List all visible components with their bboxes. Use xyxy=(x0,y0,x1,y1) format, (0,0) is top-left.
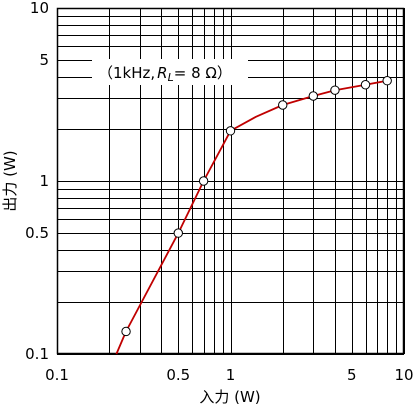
data-point xyxy=(225,126,236,136)
y-tick-label: 5 xyxy=(39,51,49,69)
data-point xyxy=(382,75,392,86)
data-point xyxy=(121,326,131,337)
tick-labels: 0.1 0.5 1 5 10 0.1 0.5 1 5 10 xyxy=(25,0,413,384)
data-point xyxy=(278,100,288,110)
y-tick-label: 0.5 xyxy=(25,224,49,242)
data-point xyxy=(173,228,183,238)
y-tick-label: 0.1 xyxy=(25,345,49,363)
x-axis-title: 入力 (W) xyxy=(199,388,260,406)
annotation-r: R xyxy=(157,64,167,82)
annotation-rest: = 8 Ω） xyxy=(174,64,232,82)
data-point xyxy=(360,80,371,90)
x-tick-label: 0.5 xyxy=(166,366,190,384)
x-tick-label: 1 xyxy=(226,366,236,384)
series xyxy=(115,75,392,355)
data-point xyxy=(198,176,209,186)
y-tick-label: 10 xyxy=(30,0,49,17)
x-tick-label: 5 xyxy=(347,366,357,384)
annotation-open: （1kHz, xyxy=(98,64,155,82)
x-tick-label: 0.1 xyxy=(45,366,69,384)
annotation-background xyxy=(92,59,248,85)
series-line xyxy=(115,79,388,355)
x-tick-label: 10 xyxy=(394,366,413,384)
y-axis-title: 出力 (W) xyxy=(1,150,19,211)
annotation: （1kHz, RL= 8 Ω） xyxy=(98,64,232,84)
svg-text:（1kHz,RL= 8 Ω）: （1kHz, RL= 8 Ω） xyxy=(98,64,232,84)
annotation-sub: L xyxy=(168,71,174,84)
y-tick-label: 1 xyxy=(39,172,49,190)
data-point xyxy=(308,91,318,101)
data-point xyxy=(330,85,340,95)
plot-frame xyxy=(56,7,405,355)
